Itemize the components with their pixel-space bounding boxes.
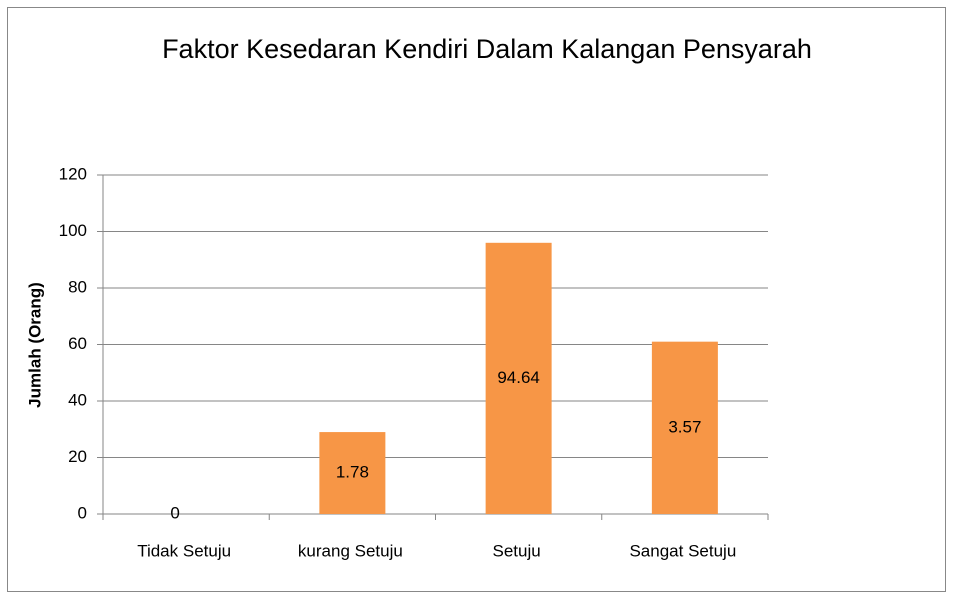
x-tick-label: Tidak Setuju [137, 541, 231, 560]
y-tick-label: 80 [68, 277, 87, 296]
bar-annotation: 3.57 [668, 417, 701, 436]
chart-frame [7, 7, 946, 592]
y-tick-label: 40 [68, 390, 87, 409]
x-tick-label: kurang Setuju [298, 541, 403, 560]
bar-annotation: 1.78 [336, 463, 369, 482]
bar-annotation: 94.64 [497, 368, 540, 387]
bar-annotation: 0 [170, 503, 179, 522]
x-tick-label: Setuju [493, 541, 541, 560]
bar [651, 341, 718, 514]
y-tick-label: 20 [68, 447, 87, 466]
bar [485, 242, 552, 515]
chart-title: Faktor Kesedaran Kendiri Dalam Kalangan … [162, 34, 812, 64]
x-tick-label: Sangat Setuju [629, 541, 736, 560]
y-tick-label: 120 [59, 164, 87, 183]
bar [319, 432, 386, 514]
y-axis-label: Jumlah (Orang) [25, 282, 44, 408]
y-tick-label: 0 [78, 503, 87, 522]
y-tick-label: 100 [59, 221, 87, 240]
y-tick-label: 60 [68, 334, 87, 353]
